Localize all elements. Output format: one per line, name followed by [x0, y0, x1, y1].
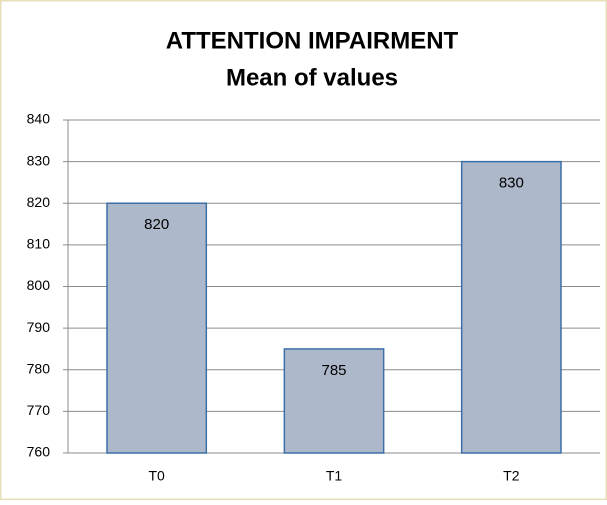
- data-label: 820: [144, 216, 169, 233]
- y-tick-label: 770: [27, 402, 51, 418]
- y-tick-label: 840: [27, 111, 51, 127]
- bar: [460, 160, 562, 454]
- y-tick-label: 780: [27, 360, 51, 376]
- x-tick-label: T2: [503, 468, 520, 484]
- y-tick-label: 810: [27, 236, 51, 252]
- y-tick-label: 820: [27, 194, 51, 210]
- y-tick-label: 830: [27, 152, 51, 168]
- x-tick-label: T1: [326, 468, 343, 484]
- data-label: 830: [499, 175, 524, 192]
- y-tick-label: 800: [27, 277, 51, 293]
- chart-title: ATTENTION IMPAIRMENT: [166, 27, 459, 54]
- x-tick-label: T0: [148, 468, 165, 484]
- y-tick-label: 760: [27, 444, 51, 460]
- y-tick-label: 790: [27, 319, 51, 335]
- bar: [283, 348, 385, 454]
- bar: [106, 202, 208, 454]
- data-label: 785: [321, 362, 346, 379]
- chart-subtitle: Mean of values: [226, 64, 398, 91]
